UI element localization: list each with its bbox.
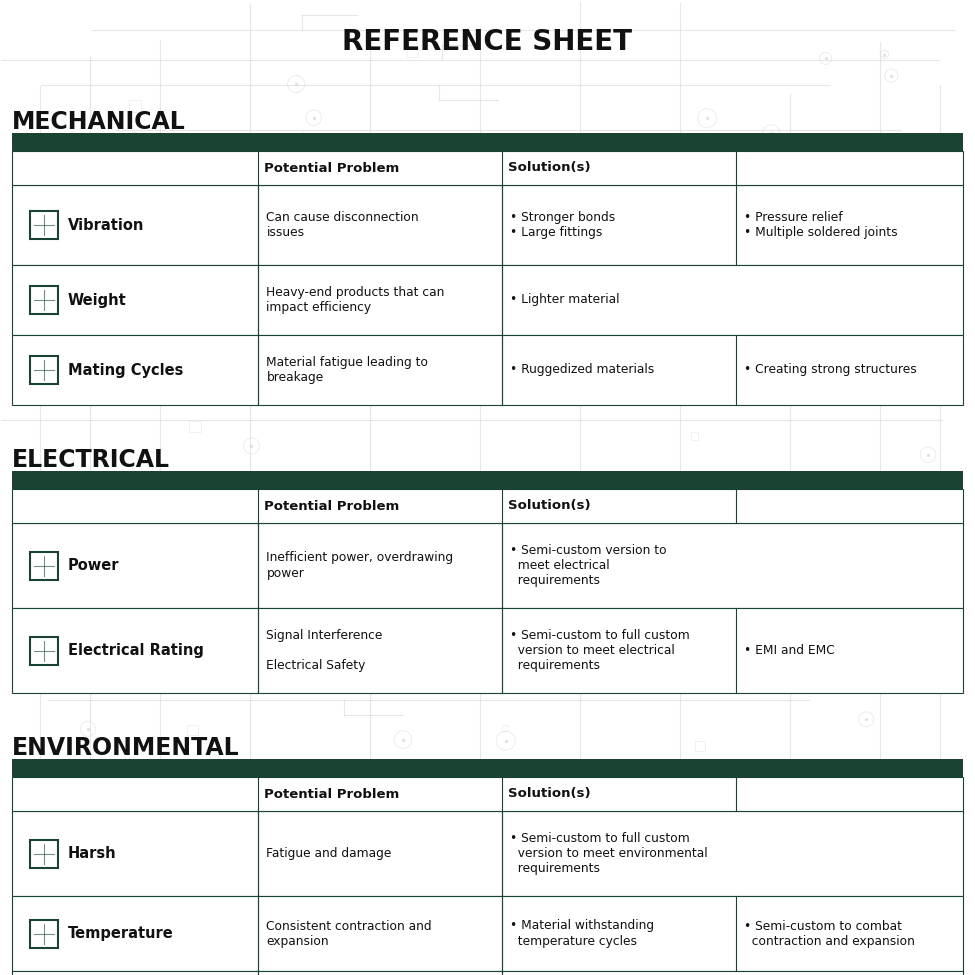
Bar [12, 185, 963, 265]
Text: Solution(s): Solution(s) [508, 499, 591, 513]
Bar [689, 371, 700, 382]
Text: Temperature: Temperature [67, 926, 174, 941]
Text: Potential Problem: Potential Problem [264, 499, 400, 513]
Text: • Creating strong structures: • Creating strong structures [744, 364, 916, 376]
Bar [12, 471, 963, 489]
Bar [369, 682, 373, 687]
Text: Harsh: Harsh [67, 846, 116, 861]
Bar [29, 919, 58, 948]
Text: • Ruggedized materials: • Ruggedized materials [510, 364, 654, 376]
Text: Power: Power [67, 558, 119, 573]
Text: Electrical Rating: Electrical Rating [67, 643, 204, 658]
Bar [12, 133, 963, 151]
Bar [125, 180, 134, 190]
Bar [12, 896, 963, 971]
Bar [762, 617, 772, 628]
Text: REFERENCE SHEET: REFERENCE SHEET [342, 28, 633, 56]
Text: Fatigue and damage: Fatigue and damage [266, 847, 392, 860]
Bar [12, 151, 963, 185]
Bar [877, 379, 882, 385]
Text: • Material withstanding
  temperature cycles: • Material withstanding temperature cycl… [510, 919, 654, 948]
Text: • EMI and EMC: • EMI and EMC [744, 644, 835, 657]
Bar [855, 135, 862, 140]
Bar [728, 946, 734, 952]
Bar [690, 432, 698, 440]
Bar [12, 265, 963, 335]
Bar [29, 637, 58, 665]
Bar [29, 211, 58, 239]
Text: Potential Problem: Potential Problem [264, 788, 400, 800]
Text: • Semi-custom version to
  meet electrical
  requirements: • Semi-custom version to meet electrical… [510, 544, 667, 587]
Text: Material fatigue leading to
breakage: Material fatigue leading to breakage [266, 356, 428, 384]
Bar [12, 489, 963, 523]
Text: • Semi-custom to full custom
  version to meet electrical
  requirements: • Semi-custom to full custom version to … [510, 629, 690, 672]
Text: • Lighter material: • Lighter material [510, 293, 620, 306]
Bar [12, 523, 963, 608]
Text: Consistent contraction and
expansion: Consistent contraction and expansion [266, 919, 432, 948]
Text: Vibration: Vibration [67, 217, 144, 232]
Bar [947, 893, 957, 904]
Text: Mating Cycles: Mating Cycles [67, 363, 183, 377]
Text: MECHANICAL: MECHANICAL [12, 110, 185, 135]
Text: • Semi-custom to full custom
  version to meet environmental
  requirements: • Semi-custom to full custom version to … [510, 832, 708, 875]
Bar [12, 759, 963, 777]
Text: • Pressure relief
• Multiple soldered joints: • Pressure relief • Multiple soldered jo… [744, 211, 898, 239]
Bar [694, 741, 706, 752]
Bar [12, 811, 963, 896]
Text: • Stronger bonds
• Large fittings: • Stronger bonds • Large fittings [510, 211, 615, 239]
Bar [29, 356, 58, 384]
Bar [189, 421, 201, 432]
Text: Signal Interference

Electrical Safety: Signal Interference Electrical Safety [266, 629, 383, 672]
Text: Potential Problem: Potential Problem [264, 162, 400, 175]
Bar [29, 839, 58, 868]
Bar [187, 725, 198, 735]
Text: Solution(s): Solution(s) [508, 788, 591, 800]
Text: ENVIRONMENTAL: ENVIRONMENTAL [12, 736, 239, 760]
Text: Inefficient power, overdrawing
power: Inefficient power, overdrawing power [266, 552, 453, 579]
Bar [29, 286, 58, 314]
Bar [681, 786, 692, 798]
Bar [12, 335, 963, 405]
Text: Weight: Weight [67, 292, 127, 307]
Text: ELECTRICAL: ELECTRICAL [12, 448, 170, 472]
Bar [12, 971, 963, 975]
Bar [742, 384, 752, 394]
Text: Can cause disconnection
issues: Can cause disconnection issues [266, 211, 419, 239]
Text: Solution(s): Solution(s) [508, 162, 591, 175]
Bar [647, 364, 653, 370]
Bar [523, 378, 531, 387]
Text: • Semi-custom to combat
  contraction and expansion: • Semi-custom to combat contraction and … [744, 919, 915, 948]
Text: Heavy-end products that can
impact efficiency: Heavy-end products that can impact effic… [266, 286, 445, 314]
Bar [264, 516, 274, 526]
Bar [502, 725, 508, 731]
Bar [407, 46, 418, 57]
Bar [130, 99, 141, 112]
Bar [12, 777, 963, 811]
Bar [29, 552, 58, 579]
Bar [12, 608, 963, 693]
